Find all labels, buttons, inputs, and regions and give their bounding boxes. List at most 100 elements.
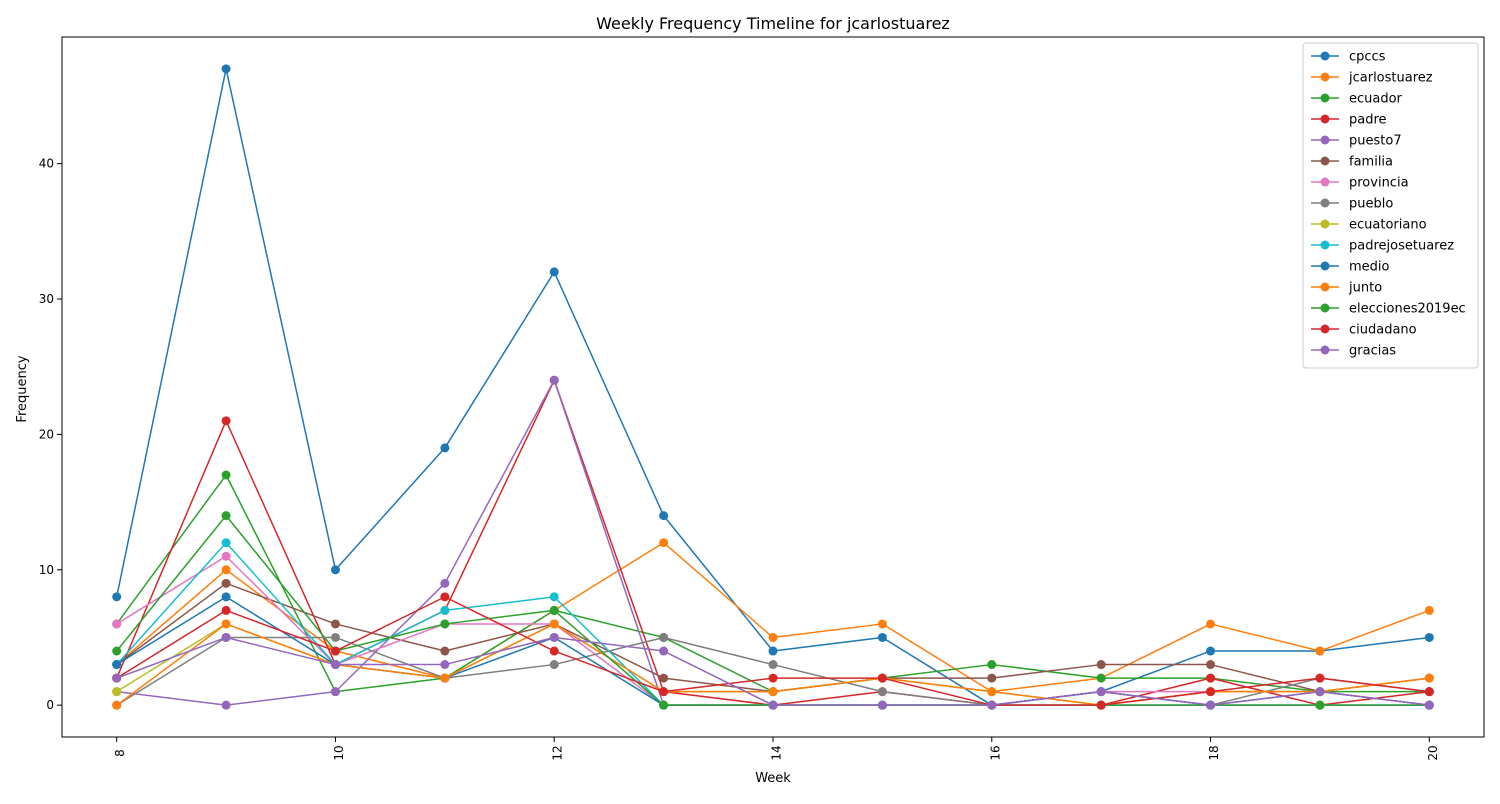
data-point-familia: [659, 673, 669, 683]
series-padre: [112, 375, 1434, 710]
data-point-gracias: [221, 632, 231, 642]
data-point-ciudadano: [1424, 687, 1434, 697]
legend-marker: [1320, 51, 1330, 61]
data-point-jcarlostuarez: [1315, 646, 1325, 656]
data-point-ecuador: [1096, 673, 1106, 683]
data-point-padre: [221, 416, 231, 426]
legend-label: ecuatoriano: [1349, 218, 1427, 233]
data-point-familia: [987, 673, 997, 683]
x-tick-label: 18: [1207, 745, 1221, 760]
legend-marker: [1320, 135, 1330, 145]
data-point-pueblo: [768, 660, 778, 670]
data-point-ciudadano: [440, 592, 450, 602]
data-point-jcarlostuarez: [1206, 619, 1216, 629]
legend-marker: [1320, 156, 1330, 166]
legend-label: ciudadano: [1349, 323, 1417, 338]
data-point-gracias: [659, 646, 669, 656]
legend-label: provincia: [1349, 176, 1409, 191]
data-point-jcarlostuarez: [877, 619, 887, 629]
data-point-padrejosetuarez: [440, 605, 450, 615]
data-point-puesto7: [330, 687, 340, 697]
data-point-junto: [768, 687, 778, 697]
legend-item-provincia: provincia: [1311, 176, 1409, 191]
legend-label: familia: [1349, 155, 1393, 170]
data-point-puesto7: [549, 375, 559, 385]
data-point-pueblo: [330, 632, 340, 642]
data-point-familia: [1206, 660, 1216, 670]
series-cpccs: [112, 64, 1434, 710]
legend-item-elecciones2019ec: elecciones2019ec: [1311, 302, 1466, 317]
x-tick-label: 10: [332, 745, 346, 760]
legend-item-ecuatoriano: ecuatoriano: [1311, 218, 1427, 233]
legend-marker: [1320, 282, 1330, 292]
data-point-puesto7: [440, 578, 450, 588]
data-point-gracias: [112, 673, 122, 683]
legend-marker: [1320, 114, 1330, 124]
data-point-elecciones2019ec: [549, 605, 559, 615]
legend-marker: [1320, 240, 1330, 250]
data-point-familia: [221, 578, 231, 588]
legend-item-puesto7: puesto7: [1311, 134, 1402, 149]
series-gracias: [112, 632, 1434, 710]
legend-marker: [1320, 345, 1330, 355]
x-tick-label: 12: [551, 745, 565, 760]
data-point-gracias: [440, 660, 450, 670]
data-point-gracias: [330, 660, 340, 670]
data-point-gracias: [1096, 687, 1106, 697]
data-point-jcarlostuarez: [659, 538, 669, 548]
legend-item-gracias: gracias: [1311, 344, 1396, 359]
y-axis-label: Frequency: [15, 355, 30, 422]
data-point-familia: [1096, 660, 1106, 670]
legend-label: padrejosetuarez: [1349, 239, 1454, 254]
legend-item-junto: junto: [1311, 281, 1382, 296]
legend-label: jcarlostuarez: [1348, 71, 1433, 86]
legend-item-ecuador: ecuador: [1311, 92, 1403, 107]
data-point-ciudadano: [1096, 700, 1106, 710]
x-tick-label: 16: [988, 745, 1002, 760]
x-tick-label: 20: [1426, 745, 1440, 760]
legend-label: junto: [1348, 281, 1382, 296]
data-point-ciudadano: [549, 646, 559, 656]
legend-marker: [1320, 261, 1330, 271]
legend-item-familia: familia: [1311, 155, 1393, 170]
data-point-cpccs: [768, 646, 778, 656]
data-point-elecciones2019ec: [659, 700, 669, 710]
legend-marker: [1320, 219, 1330, 229]
data-point-gracias: [1424, 700, 1434, 710]
legend-item-jcarlostuarez: jcarlostuarez: [1311, 71, 1433, 86]
data-point-gracias: [549, 632, 559, 642]
axes-layer: 8 10 12 14 16 18 20 0 10 20 30 40: [39, 36, 1485, 761]
legend-marker: [1320, 177, 1330, 187]
data-point-ciudadano: [659, 687, 669, 697]
data-point-ecuador: [221, 470, 231, 480]
data-point-junto: [440, 673, 450, 683]
legend: cpccs jcarlostuarez ecuador padre puesto7 fam…: [1302, 42, 1479, 369]
data-point-pueblo: [659, 632, 669, 642]
data-point-padre: [1206, 673, 1216, 683]
data-point-ciudadano: [221, 605, 231, 615]
data-point-junto: [1424, 673, 1434, 683]
legend-label: ecuador: [1349, 92, 1403, 107]
x-axis-label: Week: [755, 771, 791, 786]
plot-frame: [61, 36, 1485, 738]
data-point-puesto7: [221, 700, 231, 710]
data-point-cpccs: [440, 443, 450, 453]
data-point-junto: [987, 687, 997, 697]
data-point-junto: [549, 619, 559, 629]
legend-marker: [1320, 303, 1330, 313]
y-tick-label: 20: [39, 427, 54, 441]
data-point-ciudadano: [1315, 673, 1325, 683]
data-point-junto: [112, 700, 122, 710]
data-point-provincia: [221, 551, 231, 561]
data-point-elecciones2019ec: [112, 646, 122, 656]
data-point-jcarlostuarez: [1424, 605, 1434, 615]
data-point-ecuatoriano: [112, 687, 122, 697]
data-point-gracias: [1206, 700, 1216, 710]
data-point-medio: [112, 660, 122, 670]
data-point-medio: [221, 592, 231, 602]
legend-marker: [1320, 324, 1330, 334]
series-puesto7: [112, 375, 1434, 710]
chart-title: Weekly Frequency Timeline for jcarlostua…: [596, 14, 950, 33]
legend-label: cpccs: [1349, 50, 1386, 65]
